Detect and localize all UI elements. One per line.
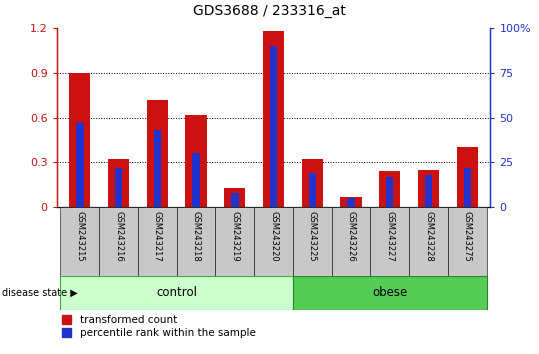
Text: GSM243228: GSM243228: [424, 211, 433, 261]
Bar: [308, 173, 316, 207]
Legend: transformed count, percentile rank within the sample: transformed count, percentile rank withi…: [62, 315, 255, 338]
Bar: [302, 159, 323, 207]
Bar: [409, 207, 448, 276]
Bar: [60, 276, 293, 310]
Text: GSM243219: GSM243219: [230, 211, 239, 261]
Bar: [76, 123, 84, 207]
Text: GSM243218: GSM243218: [191, 211, 201, 261]
Text: disease state ▶: disease state ▶: [2, 288, 78, 298]
Bar: [185, 115, 207, 207]
Text: GSM243227: GSM243227: [385, 211, 394, 261]
Bar: [340, 197, 362, 207]
Bar: [347, 198, 355, 207]
Bar: [115, 168, 122, 207]
Text: GSM243216: GSM243216: [114, 211, 123, 261]
Bar: [270, 46, 277, 207]
Bar: [154, 130, 161, 207]
Bar: [370, 207, 409, 276]
Bar: [457, 148, 478, 207]
Bar: [254, 207, 293, 276]
Bar: [386, 177, 393, 207]
Bar: [99, 207, 138, 276]
Bar: [177, 207, 216, 276]
Text: obese: obese: [372, 286, 407, 299]
Bar: [379, 171, 400, 207]
Text: GSM243225: GSM243225: [308, 211, 317, 261]
Bar: [448, 207, 487, 276]
Bar: [60, 207, 99, 276]
Bar: [69, 73, 91, 207]
Bar: [108, 159, 129, 207]
Bar: [418, 170, 439, 207]
Text: GSM243275: GSM243275: [463, 211, 472, 261]
Bar: [231, 193, 239, 207]
Bar: [192, 154, 200, 207]
Text: GSM243215: GSM243215: [75, 211, 84, 261]
Bar: [425, 175, 432, 207]
Text: GSM243220: GSM243220: [269, 211, 278, 261]
Bar: [147, 100, 168, 207]
Bar: [464, 168, 471, 207]
Text: GSM243226: GSM243226: [347, 211, 356, 261]
Bar: [331, 207, 370, 276]
Text: GDS3688 / 233316_at: GDS3688 / 233316_at: [193, 4, 346, 18]
Bar: [293, 207, 331, 276]
Bar: [293, 276, 487, 310]
Bar: [263, 31, 284, 207]
Bar: [138, 207, 177, 276]
Bar: [216, 207, 254, 276]
Text: GSM243217: GSM243217: [153, 211, 162, 261]
Bar: [224, 188, 245, 207]
Text: control: control: [156, 286, 197, 299]
